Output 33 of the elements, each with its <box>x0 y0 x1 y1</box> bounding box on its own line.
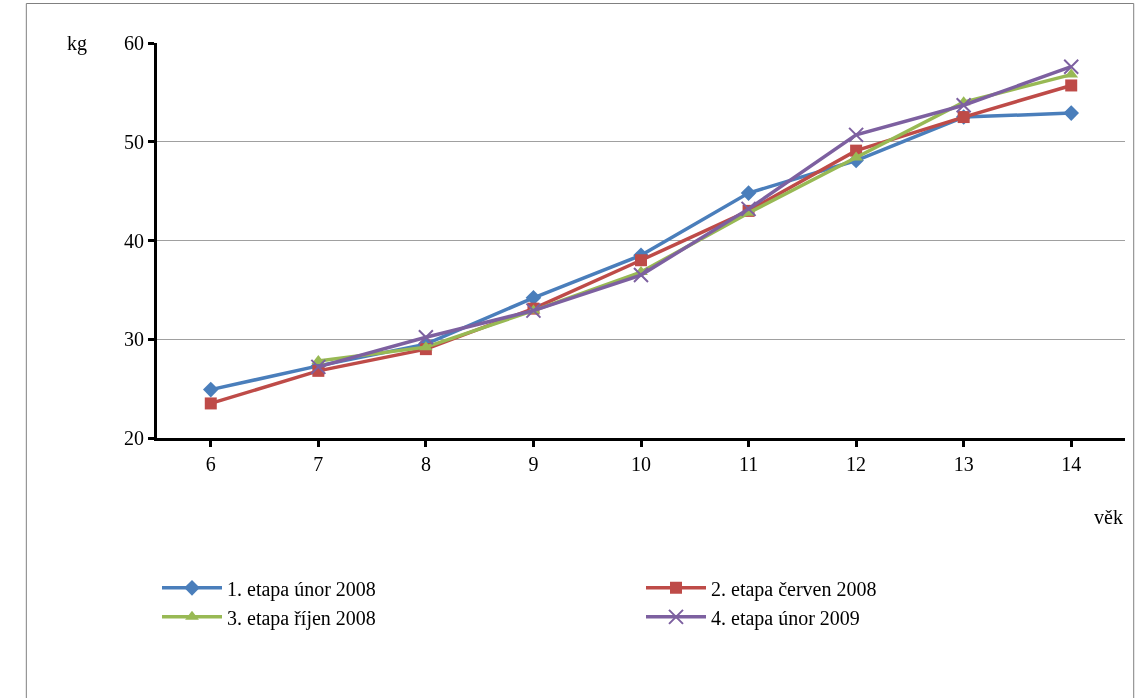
x-tick-label: 10 <box>631 453 651 475</box>
x-tick-label: 12 <box>846 453 867 475</box>
x-tick-label: 9 <box>528 453 539 475</box>
x-tick-label: 6 <box>205 453 216 475</box>
x-tick-label: 7 <box>313 453 324 475</box>
point <box>1063 58 1080 75</box>
y-tick-label: 60 <box>124 32 144 54</box>
y-tick-label: 50 <box>124 130 144 153</box>
x-axis-title: věk <box>1094 506 1123 528</box>
legend-label: 3. etapa říjen 2008 <box>227 606 376 630</box>
point <box>955 97 972 114</box>
x-tick-label: 13 <box>953 453 974 475</box>
point <box>202 381 219 398</box>
x-tick-label: 11 <box>738 453 759 475</box>
y-tick-label: 40 <box>124 229 144 252</box>
point <box>740 200 757 217</box>
point <box>848 126 865 143</box>
point <box>525 302 542 319</box>
point <box>635 254 647 267</box>
y-tick-label: 20 <box>124 427 144 449</box>
point <box>204 397 217 410</box>
legend-label: 2. etapa červen 2008 <box>711 577 877 601</box>
legend-label: 1. etapa únor 2008 <box>227 577 376 601</box>
point <box>633 267 649 284</box>
point <box>1065 79 1078 92</box>
y-axis-title: kg <box>67 32 87 55</box>
x-tick-label: 8 <box>420 453 431 475</box>
point <box>1063 105 1080 121</box>
y-tick-label: 30 <box>124 328 144 351</box>
point <box>740 185 757 201</box>
legend-label: 4. etapa únor 2009 <box>711 606 860 630</box>
x-tick-label: 14 <box>1061 453 1082 475</box>
point <box>417 329 434 346</box>
